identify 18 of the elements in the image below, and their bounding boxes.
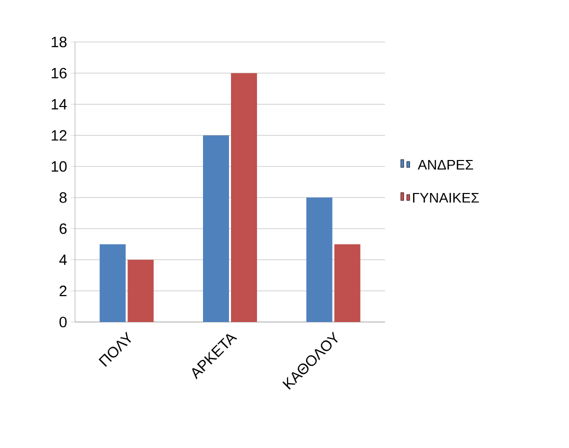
bar — [334, 244, 360, 322]
legend-label: ΓΥΝΑΙΚΕΣ — [413, 192, 479, 203]
bar — [128, 260, 154, 322]
bar — [100, 244, 126, 322]
y-tick-label: 16 — [52, 68, 67, 78]
bar — [306, 198, 332, 322]
legend-label: ΑΝΔΡΕΣ — [418, 160, 474, 170]
bar — [203, 135, 230, 322]
bar — [230, 73, 257, 322]
y-tick-label: 6 — [60, 223, 67, 234]
y-tick-label: 0 — [59, 316, 67, 328]
y-tick-label: 12 — [52, 130, 66, 141]
y-tick-label: 18 — [52, 36, 67, 48]
y-tick-label: 10 — [52, 161, 67, 172]
y-tick-label: 8 — [60, 192, 67, 203]
y-tick-label: 14 — [52, 99, 67, 110]
y-tick-label: 4 — [59, 254, 67, 265]
y-tick-label: 2 — [60, 286, 66, 296]
